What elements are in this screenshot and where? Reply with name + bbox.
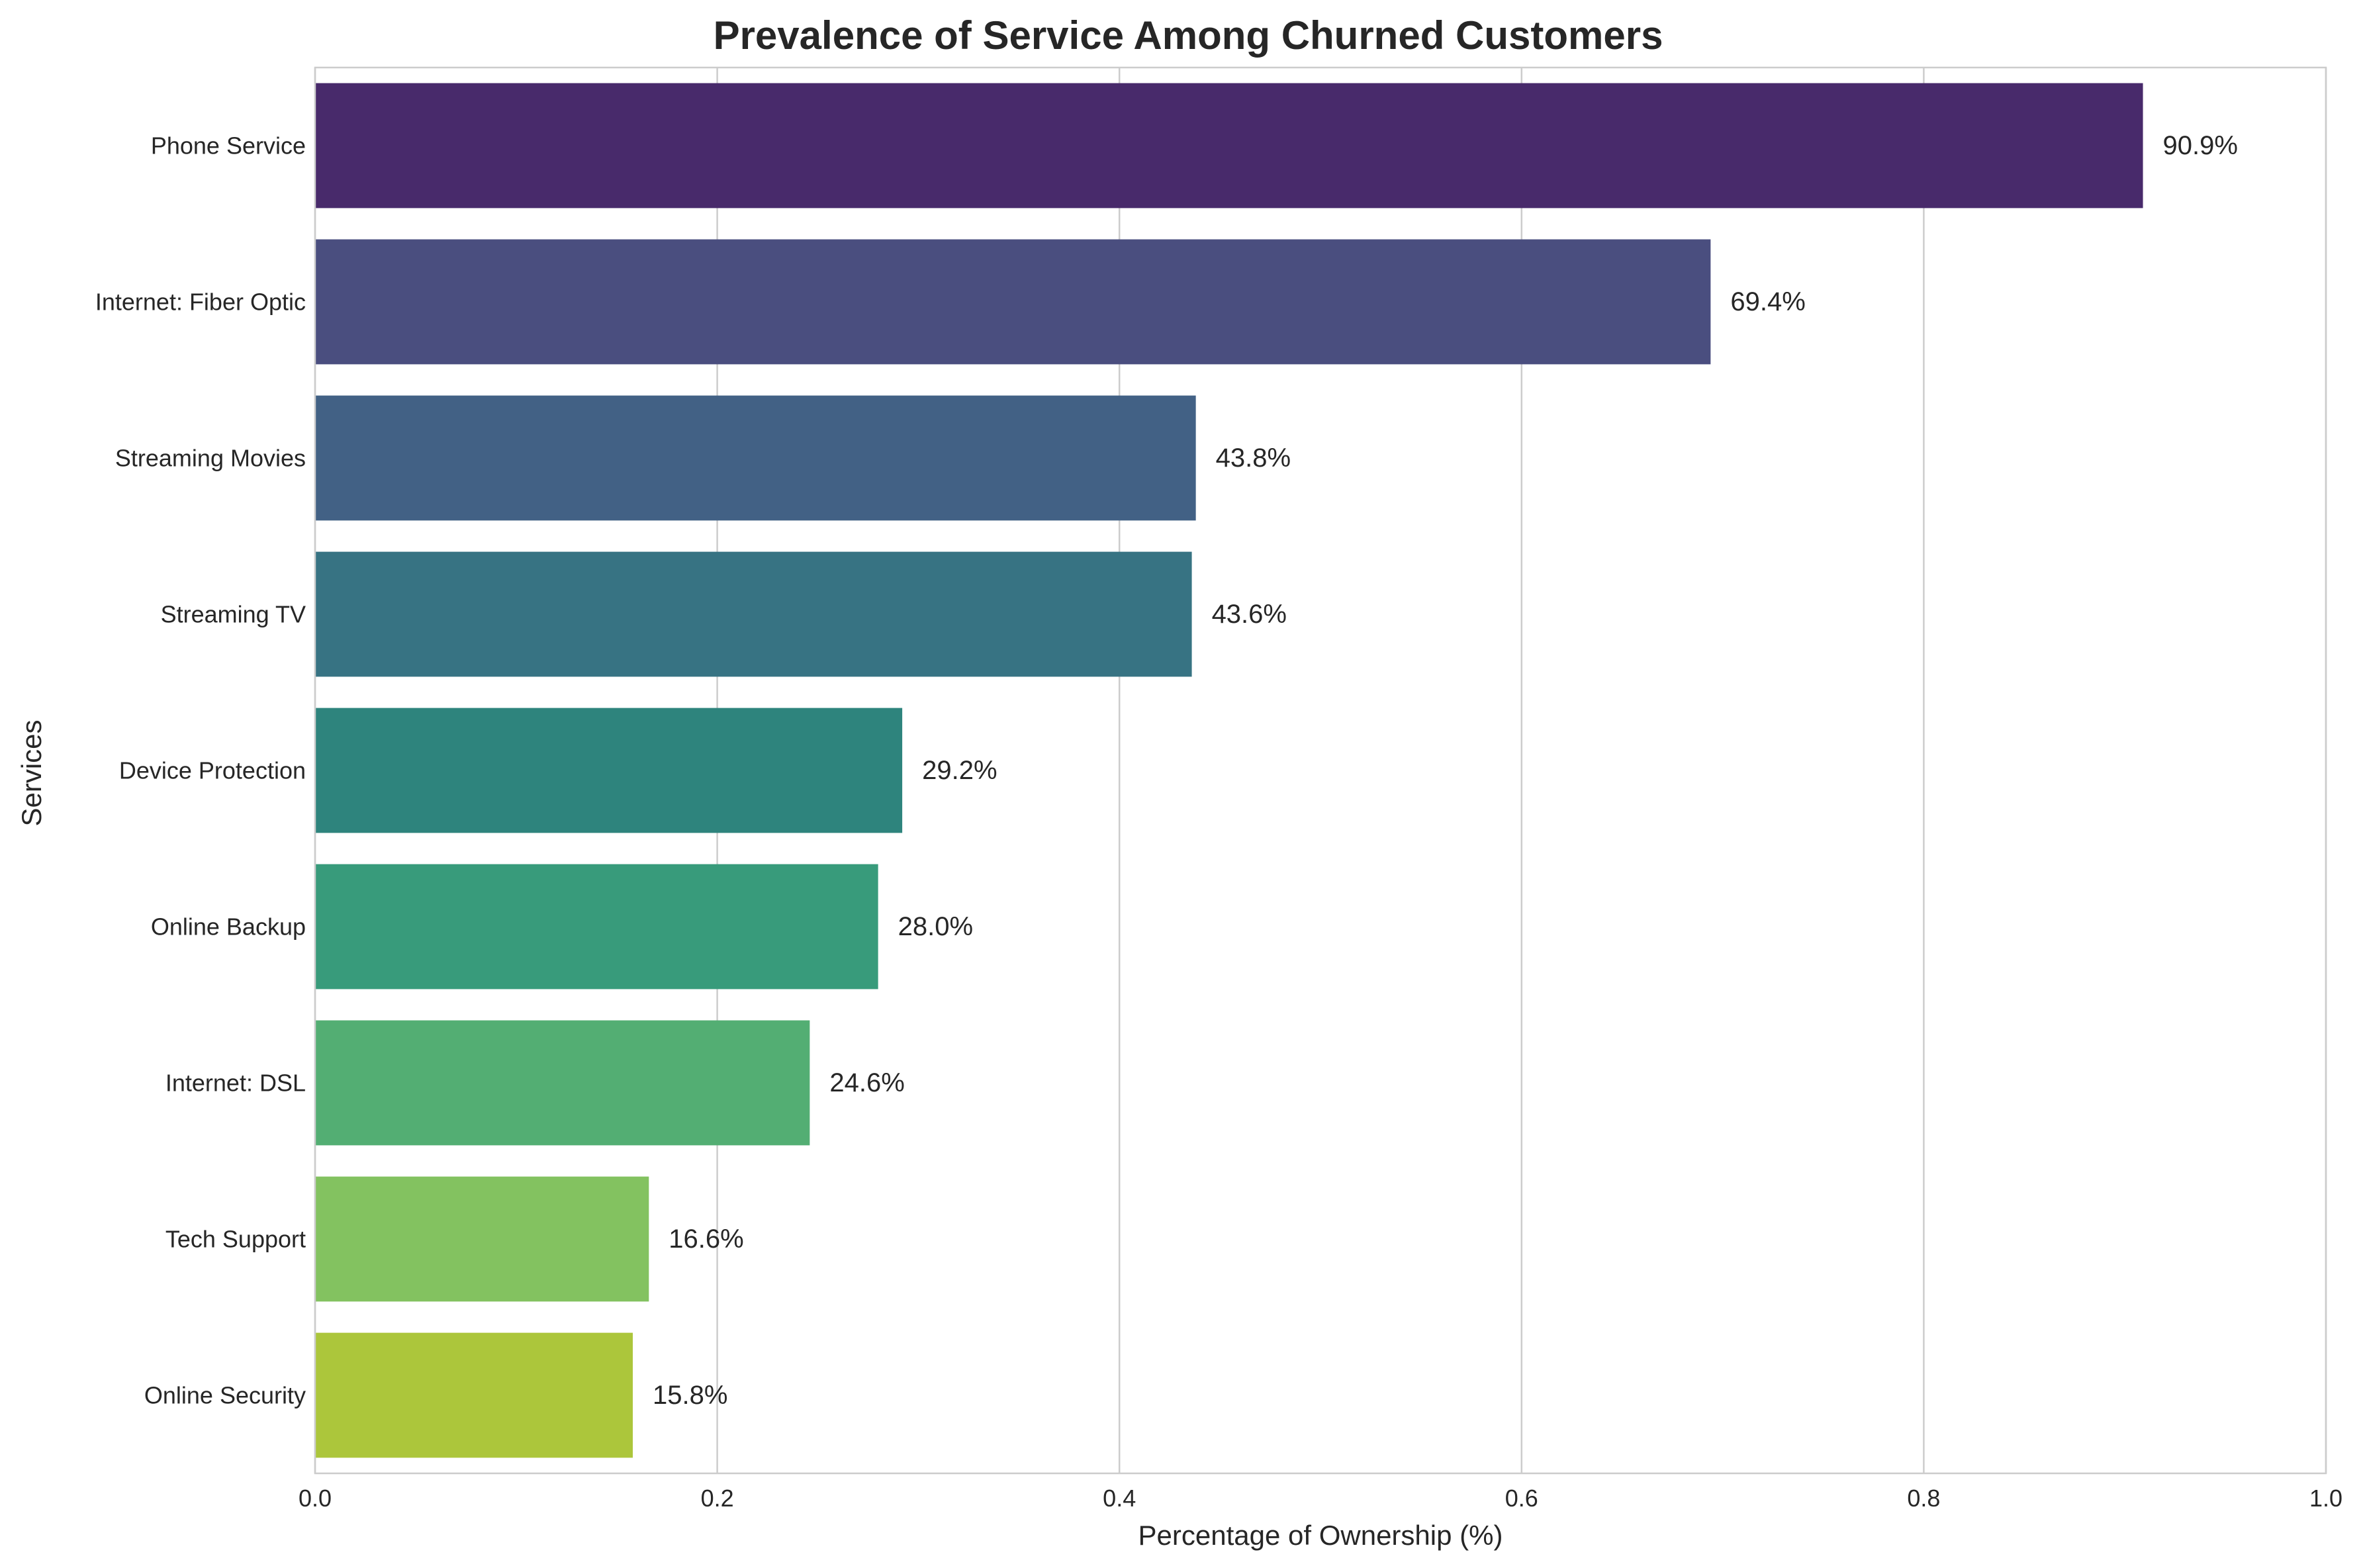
y-tick-label-3: Streaming TV [161, 601, 306, 628]
bar-8 [315, 1332, 633, 1458]
y-tick-label-1: Internet: Fiber Optic [95, 289, 306, 316]
x-tick-label-0: 0.0 [299, 1485, 332, 1512]
y-tick-label-6: Internet: DSL [165, 1070, 306, 1097]
data-label-7: 16.6% [669, 1224, 743, 1254]
x-tick-label-2: 0.4 [1103, 1485, 1136, 1512]
data-label-0: 90.9% [2163, 131, 2238, 160]
bar-5 [315, 864, 878, 990]
bar-3 [315, 551, 1192, 677]
y-tick-label-4: Device Protection [119, 757, 306, 784]
x-tick-labels: 0.0 0.2 0.4 0.6 0.8 1.0 [299, 1485, 2342, 1512]
bar-7 [315, 1176, 649, 1302]
plot-border [314, 66, 2327, 1475]
x-axis-label: Percentage of Ownership (%) [1138, 1520, 1503, 1551]
data-label-4: 29.2% [922, 756, 997, 785]
data-label-1: 69.4% [1730, 287, 1805, 316]
data-label-3: 43.6% [1212, 600, 1287, 629]
x-tick-label-4: 0.8 [1907, 1485, 1940, 1512]
bar-2 [315, 395, 1196, 521]
bar-1 [315, 239, 1711, 365]
x-tick-label-1: 0.2 [701, 1485, 734, 1512]
plot-frame [314, 66, 2327, 1475]
bars [315, 83, 2143, 1458]
data-label-2: 43.8% [1216, 443, 1291, 473]
bar-4 [315, 708, 903, 833]
y-axis-label: Services [16, 719, 47, 826]
y-tick-label-0: Phone Service [151, 132, 306, 160]
y-tick-label-5: Online Backup [151, 913, 306, 941]
x-tick-label-3: 0.6 [1505, 1485, 1538, 1512]
bar-0 [315, 83, 2143, 208]
bar-6 [315, 1020, 810, 1146]
data-label-5: 28.0% [898, 912, 973, 941]
x-tick-label-5: 1.0 [2309, 1485, 2342, 1512]
data-label-8: 15.8% [653, 1381, 727, 1410]
data-labels: 90.9% 69.4% 43.8% 43.6% 29.2% 28.0% 24.6% 16.6%… [653, 131, 2238, 1410]
y-tick-label-8: Online Security [144, 1382, 306, 1409]
y-tick-label-2: Streaming Movies [115, 445, 306, 472]
data-label-6: 24.6% [829, 1068, 904, 1097]
y-tick-label-7: Tech Support [165, 1226, 306, 1253]
chart-title: Prevalence of Service Among Churned Cust… [714, 13, 1663, 58]
y-tick-labels: Phone Service Internet: Fiber Optic Stream… [95, 132, 306, 1409]
